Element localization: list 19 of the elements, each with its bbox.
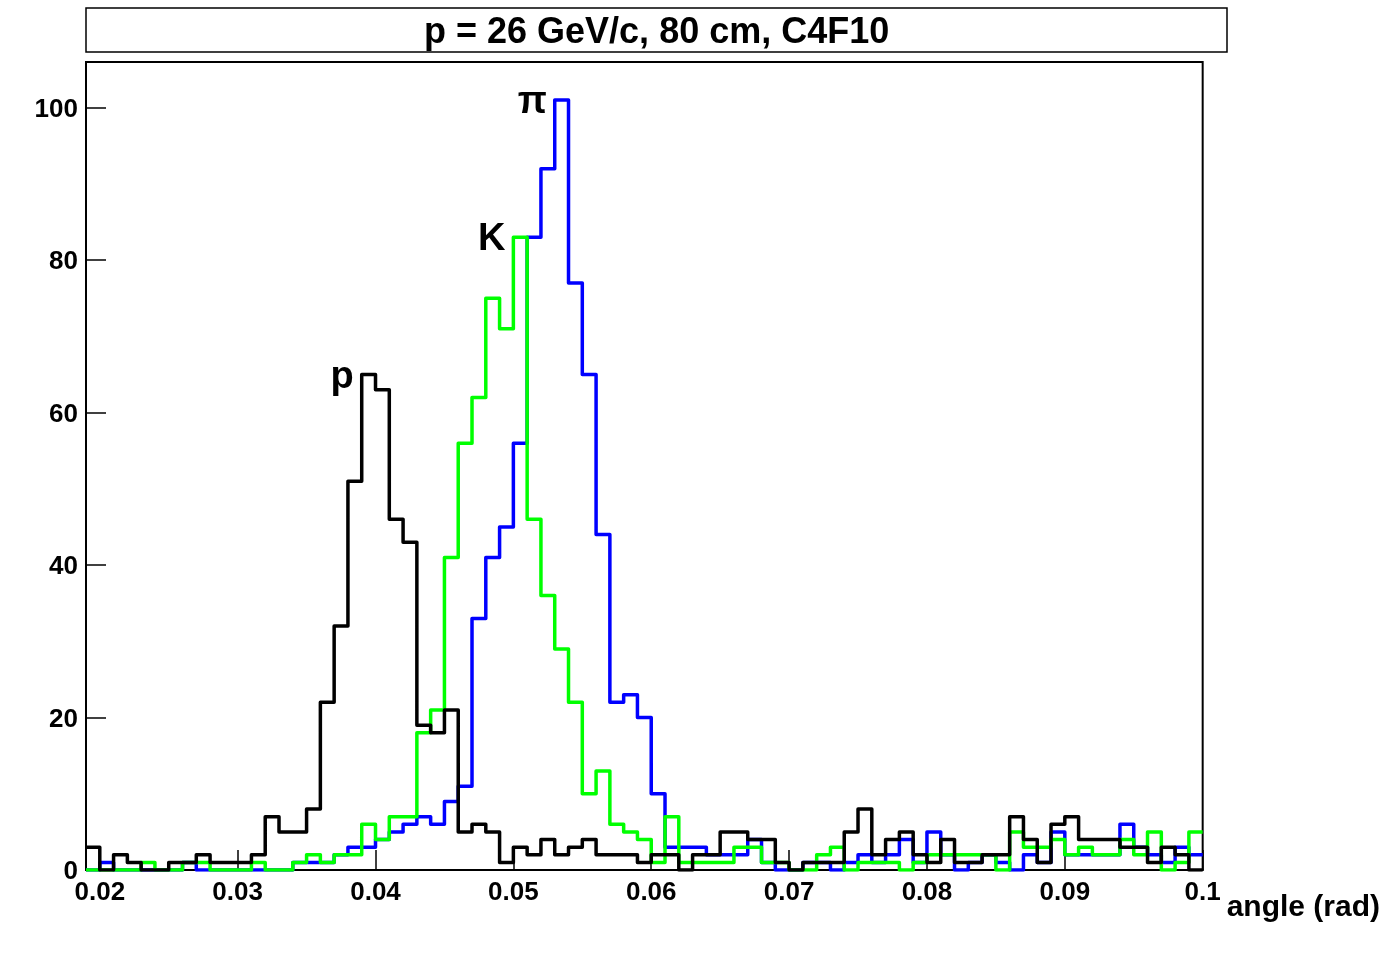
x-tick-label: 0.06 <box>625 876 677 906</box>
x-tick-label: 0.03 <box>212 876 263 906</box>
y-tick-label: 0 <box>63 855 78 885</box>
x-tick-label: 0.1 <box>1184 876 1221 906</box>
chart-title: p = 26 GeV/c, 80 cm, C4F10 <box>424 9 890 51</box>
x-tick-label: 0.05 <box>488 876 539 906</box>
series-label: π <box>517 79 547 122</box>
y-tick-label: 20 <box>49 702 78 733</box>
y-tick-label: 100 <box>34 92 78 123</box>
y-tick-label: 80 <box>49 245 78 276</box>
x-tick-label: 0.07 <box>763 876 815 906</box>
y-tick-label: 60 <box>49 397 78 428</box>
x-axis-title: angle (rad) <box>1226 888 1380 922</box>
series-label: K <box>477 216 506 259</box>
y-tick-label: 40 <box>49 550 78 581</box>
x-tick-label: 0.04 <box>350 876 402 906</box>
series-label: p <box>330 353 354 396</box>
x-tick-label: 0.09 <box>1039 876 1091 906</box>
x-tick-label: 0.08 <box>901 876 953 906</box>
